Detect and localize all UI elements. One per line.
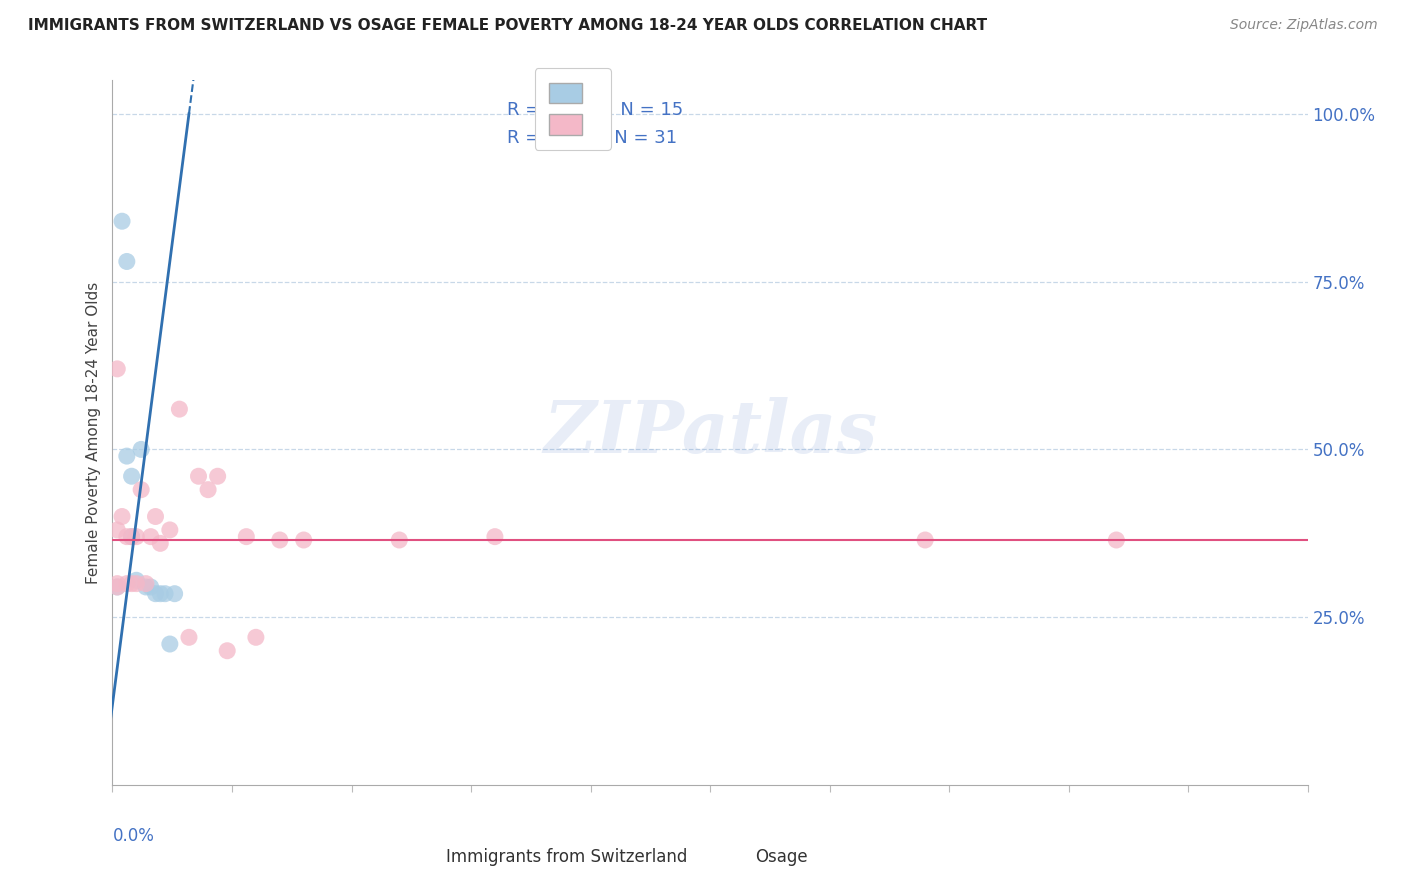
Point — [914, 533, 936, 547]
Legend: , : , — [534, 68, 610, 150]
Point — [115, 530, 138, 544]
Point — [139, 580, 162, 594]
Point — [111, 509, 134, 524]
Point — [105, 580, 128, 594]
Point — [187, 469, 209, 483]
Text: Source: ZipAtlas.com: Source: ZipAtlas.com — [1230, 18, 1378, 32]
Point — [207, 469, 229, 483]
Point — [149, 536, 172, 550]
Point — [145, 509, 167, 524]
Text: IMMIGRANTS FROM SWITZERLAND VS OSAGE FEMALE POVERTY AMONG 18-24 YEAR OLDS CORREL: IMMIGRANTS FROM SWITZERLAND VS OSAGE FEM… — [28, 18, 987, 33]
Point — [177, 630, 200, 644]
Point — [105, 580, 128, 594]
Text: 0.0%: 0.0% — [112, 827, 155, 846]
Text: Osage: Osage — [755, 848, 808, 866]
Text: ZIPatlas: ZIPatlas — [543, 397, 877, 468]
FancyBboxPatch shape — [477, 834, 519, 859]
Point — [159, 523, 181, 537]
Text: Immigrants from Switzerland: Immigrants from Switzerland — [446, 848, 688, 866]
FancyBboxPatch shape — [704, 834, 747, 859]
Point — [235, 530, 257, 544]
Text: R =  0.713   N = 15: R = 0.713 N = 15 — [508, 101, 683, 119]
Point — [125, 574, 148, 588]
Point — [169, 402, 191, 417]
Point — [197, 483, 219, 497]
Point — [129, 442, 152, 457]
Y-axis label: Female Poverty Among 18-24 Year Olds: Female Poverty Among 18-24 Year Olds — [86, 282, 101, 583]
Point — [135, 580, 157, 594]
Point — [121, 576, 143, 591]
Point — [159, 637, 181, 651]
Point — [292, 533, 315, 547]
Point — [125, 530, 148, 544]
Point — [245, 630, 267, 644]
Point — [115, 254, 138, 268]
Point — [121, 530, 143, 544]
Point — [105, 523, 128, 537]
Point — [125, 576, 148, 591]
Point — [388, 533, 411, 547]
Point — [149, 587, 172, 601]
Point — [145, 587, 167, 601]
Point — [484, 530, 506, 544]
Point — [121, 469, 143, 483]
Point — [115, 449, 138, 463]
Text: R = 0.004   N = 31: R = 0.004 N = 31 — [508, 129, 676, 147]
Point — [163, 587, 186, 601]
Point — [129, 483, 152, 497]
Point — [1105, 533, 1128, 547]
Point — [115, 576, 138, 591]
Point — [111, 214, 134, 228]
Point — [139, 530, 162, 544]
Point — [217, 644, 239, 658]
Point — [105, 362, 128, 376]
Point — [135, 576, 157, 591]
Point — [269, 533, 291, 547]
Point — [121, 530, 143, 544]
Point — [105, 576, 128, 591]
Point — [153, 587, 176, 601]
